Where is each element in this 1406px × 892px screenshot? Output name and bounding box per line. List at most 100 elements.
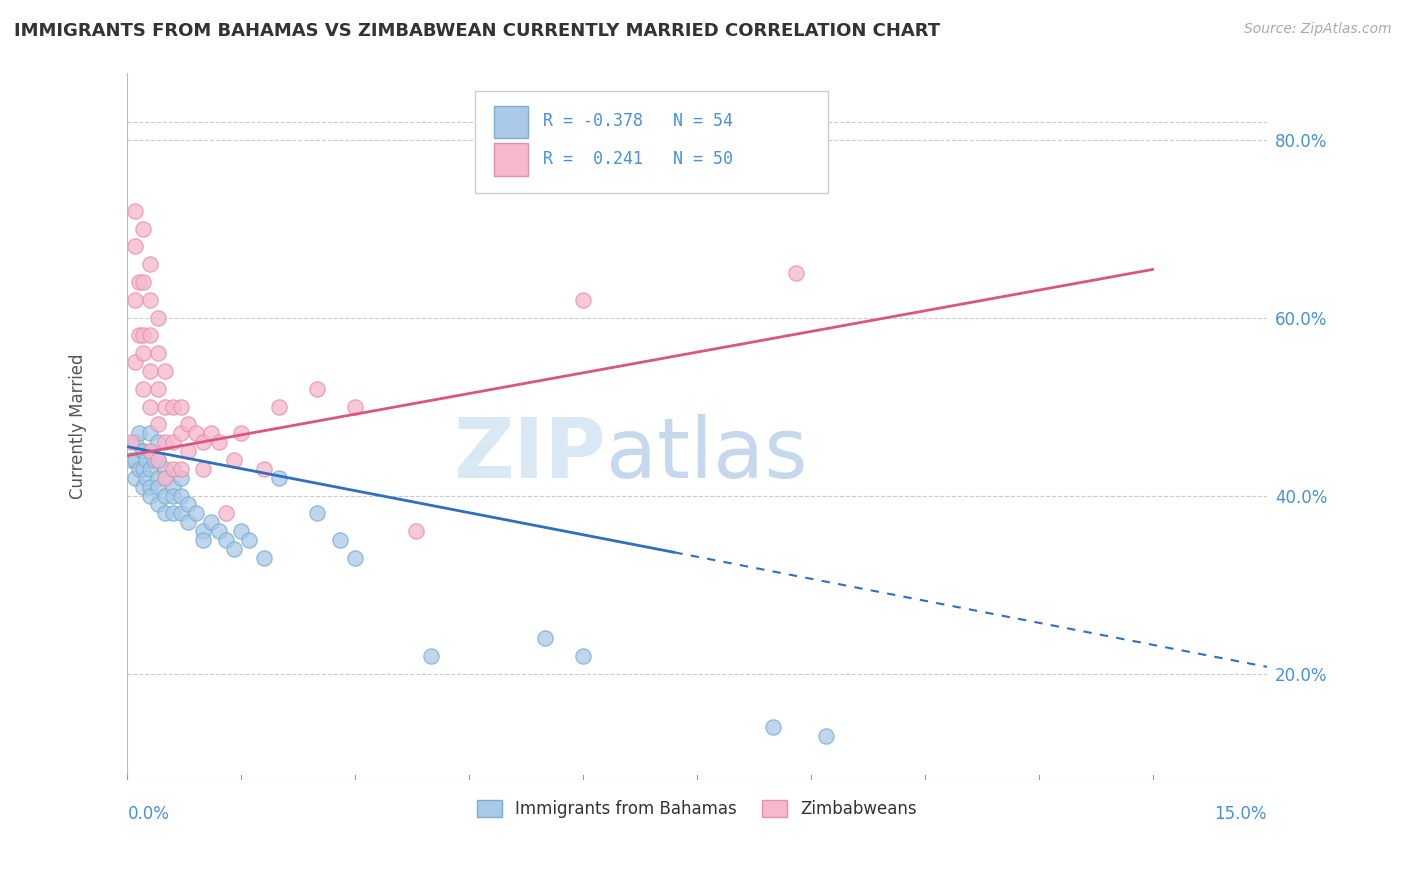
Point	[139, 444, 162, 458]
Text: 0.0%: 0.0%	[128, 805, 169, 823]
Point	[193, 435, 215, 450]
Point	[139, 400, 162, 414]
Point	[120, 435, 142, 450]
Point	[131, 275, 153, 289]
Point	[155, 364, 177, 378]
Point	[128, 426, 150, 441]
Point	[139, 426, 162, 441]
Point	[146, 471, 169, 485]
Point	[146, 310, 169, 325]
Point	[177, 516, 200, 530]
Point	[253, 550, 276, 565]
Point	[139, 489, 162, 503]
Point	[139, 257, 162, 271]
Point	[207, 524, 229, 538]
Point	[177, 417, 200, 432]
Point	[124, 239, 146, 253]
FancyBboxPatch shape	[495, 105, 529, 138]
Point	[131, 382, 153, 396]
Text: Source: ZipAtlas.com: Source: ZipAtlas.com	[1244, 22, 1392, 37]
Point	[169, 400, 191, 414]
Point	[169, 507, 191, 521]
Point	[762, 720, 785, 734]
Point	[139, 462, 162, 476]
Point	[146, 417, 169, 432]
Point	[146, 453, 169, 467]
Point	[815, 729, 838, 743]
Point	[155, 471, 177, 485]
Point	[222, 541, 245, 556]
Point	[135, 453, 157, 467]
Text: Currently Married: Currently Married	[69, 354, 87, 500]
Point	[222, 453, 245, 467]
Point	[155, 489, 177, 503]
Legend: Immigrants from Bahamas, Zimbabweans: Immigrants from Bahamas, Zimbabweans	[471, 794, 924, 825]
Point	[193, 533, 215, 547]
Point	[329, 533, 352, 547]
Point	[177, 444, 200, 458]
Point	[184, 507, 207, 521]
Point	[124, 203, 146, 218]
Point	[155, 507, 177, 521]
Point	[193, 462, 215, 476]
Point	[155, 400, 177, 414]
Point	[307, 507, 329, 521]
Point	[146, 435, 169, 450]
Point	[135, 471, 157, 485]
Point	[162, 462, 184, 476]
Text: atlas: atlas	[606, 415, 807, 495]
Point	[155, 435, 177, 450]
Point	[128, 462, 150, 476]
Text: IMMIGRANTS FROM BAHAMAS VS ZIMBABWEAN CURRENTLY MARRIED CORRELATION CHART: IMMIGRANTS FROM BAHAMAS VS ZIMBABWEAN CU…	[14, 22, 941, 40]
Point	[307, 382, 329, 396]
Point	[162, 489, 184, 503]
Point	[169, 471, 191, 485]
Point	[344, 550, 367, 565]
Point	[231, 426, 253, 441]
Point	[269, 471, 291, 485]
Point	[162, 507, 184, 521]
Point	[420, 648, 443, 663]
Point	[131, 346, 153, 360]
Point	[131, 221, 153, 235]
Point	[162, 480, 184, 494]
Point	[128, 328, 150, 343]
Point	[131, 328, 153, 343]
Point	[146, 382, 169, 396]
Point	[184, 426, 207, 441]
Point	[146, 453, 169, 467]
Point	[162, 400, 184, 414]
Point	[162, 435, 184, 450]
Point	[269, 400, 291, 414]
Point	[405, 524, 427, 538]
Point	[128, 275, 150, 289]
Point	[124, 293, 146, 307]
Point	[534, 631, 557, 645]
Point	[124, 453, 146, 467]
Point	[131, 462, 153, 476]
Point	[193, 524, 215, 538]
Point	[200, 516, 222, 530]
Point	[146, 480, 169, 494]
Point	[124, 435, 146, 450]
Point	[139, 364, 162, 378]
Point	[139, 480, 162, 494]
FancyBboxPatch shape	[495, 143, 529, 176]
Text: ZIP: ZIP	[454, 415, 606, 495]
Point	[177, 498, 200, 512]
Point	[215, 507, 238, 521]
Point	[344, 400, 367, 414]
Point	[131, 444, 153, 458]
Point	[139, 293, 162, 307]
Text: 15.0%: 15.0%	[1215, 805, 1267, 823]
Point	[155, 462, 177, 476]
Point	[120, 453, 142, 467]
Point	[169, 489, 191, 503]
Point	[146, 498, 169, 512]
FancyBboxPatch shape	[475, 91, 828, 194]
Point	[139, 328, 162, 343]
Point	[131, 444, 153, 458]
Point	[231, 524, 253, 538]
Text: R = -0.378   N = 54: R = -0.378 N = 54	[543, 112, 734, 130]
Point	[124, 355, 146, 369]
